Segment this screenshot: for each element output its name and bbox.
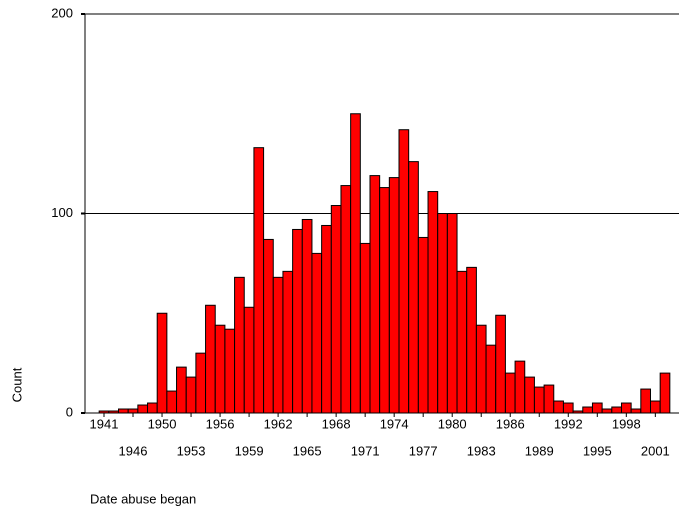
bar: [330, 205, 342, 414]
bar: [205, 304, 216, 414]
bar: [475, 324, 487, 414]
x-tick-label: 2001: [641, 443, 670, 458]
bar: [350, 113, 361, 414]
bar: [272, 276, 284, 414]
bar: [620, 402, 632, 414]
bar: [214, 324, 226, 414]
bar: [659, 372, 671, 414]
x-tick-label: 1974: [380, 416, 409, 431]
bar: [379, 187, 390, 414]
x-tick-label: 1953: [177, 443, 206, 458]
x-tick-label: 1965: [293, 443, 322, 458]
bar: [369, 175, 381, 414]
x-tick-label: 1946: [119, 443, 148, 458]
bar: [185, 376, 197, 414]
bar: [147, 402, 158, 414]
bar: [611, 406, 622, 414]
x-tick-label: 1959: [235, 443, 264, 458]
bar: [495, 314, 506, 414]
y-tick-label: 100: [51, 205, 73, 220]
bar: [601, 408, 613, 414]
bar: [398, 129, 410, 414]
bar: [446, 213, 458, 414]
bar: [466, 266, 477, 414]
bar: [562, 402, 574, 414]
bar: [166, 390, 178, 414]
bar: [427, 191, 439, 414]
bar: [504, 372, 516, 414]
bar: [321, 224, 332, 414]
bar: [533, 386, 545, 414]
bar: [127, 408, 139, 414]
bar: [553, 400, 564, 414]
x-tick-label: 1956: [206, 416, 235, 431]
bar: [224, 328, 236, 414]
bar: [243, 306, 255, 414]
x-tick-label: 1989: [525, 443, 554, 458]
bar: [640, 388, 651, 414]
bar: [156, 312, 168, 414]
bar: [234, 276, 245, 414]
x-tick-label: 1998: [612, 416, 641, 431]
bar: [388, 177, 400, 414]
bar: [456, 270, 468, 414]
bar: [176, 366, 187, 414]
y-axis-label: Count: [9, 367, 24, 402]
x-tick-label: 1977: [409, 443, 438, 458]
bar: [591, 402, 603, 414]
bar: [195, 352, 207, 414]
bar: [292, 228, 303, 414]
bar: [340, 185, 352, 414]
x-tick-label: 1995: [583, 443, 612, 458]
x-tick-label: 1962: [264, 416, 293, 431]
bar: [253, 147, 265, 414]
x-tick-label: 1992: [554, 416, 583, 431]
bar: [437, 213, 448, 414]
bar: [543, 384, 555, 414]
bar: [263, 238, 274, 414]
x-tick-label: 1941: [90, 416, 119, 431]
x-tick-label: 1983: [467, 443, 496, 458]
bar: [408, 161, 419, 414]
x-tick-label: 1950: [148, 416, 177, 431]
y-tick-label: 0: [66, 404, 73, 419]
bar: [649, 400, 661, 414]
bar: [118, 408, 129, 414]
x-tick-label: 1986: [496, 416, 525, 431]
bar: [514, 360, 526, 414]
bar: [282, 270, 294, 414]
y-tick-label: 200: [51, 5, 73, 20]
bar: [137, 404, 149, 414]
bar: [582, 406, 593, 414]
bar: [301, 218, 313, 414]
x-axis-label: Date abuse began: [90, 491, 196, 506]
bar: [359, 242, 371, 414]
x-tick-label: 1980: [438, 416, 467, 431]
bar: [524, 376, 535, 414]
bar: [485, 344, 497, 414]
x-tick-label: 1971: [351, 443, 380, 458]
bar: [311, 252, 323, 414]
bar: [630, 408, 642, 414]
bar: [417, 236, 429, 414]
x-tick-label: 1968: [322, 416, 351, 431]
